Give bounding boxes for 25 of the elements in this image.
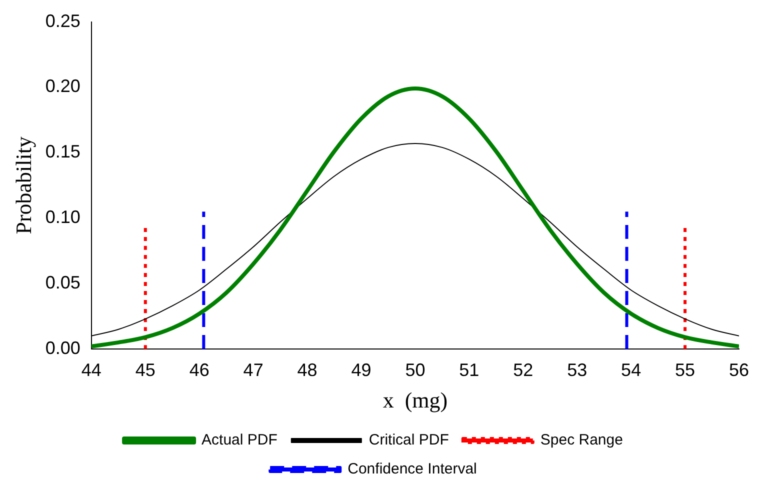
legend-label: Spec Range	[540, 432, 623, 449]
y-tick-label: 0.00	[45, 338, 80, 358]
y-tick-label: 0.15	[45, 142, 80, 162]
x-axis-title: x (mg)	[382, 388, 448, 413]
legend-label: Critical PDF	[368, 432, 449, 449]
x-tick-label: 46	[189, 360, 210, 380]
x-tick-label: 45	[135, 360, 156, 380]
y-tick-label: 0.20	[45, 76, 80, 96]
x-tick-label: 50	[405, 360, 426, 380]
x-tick-label: 48	[297, 360, 318, 380]
x-tick-label: 53	[567, 360, 588, 380]
x-tick-label: 55	[675, 360, 696, 380]
y-axis-title: Probability	[10, 136, 36, 234]
legend-label: Confidence Interval	[348, 460, 477, 478]
legend-label: Actual PDF	[202, 432, 278, 449]
x-tick-label: 49	[351, 360, 372, 380]
x-tick-label: 47	[243, 360, 264, 380]
y-tick-label: 0.05	[45, 272, 80, 293]
y-tick-label: 0.25	[45, 10, 80, 31]
x-tick-label: 56	[728, 360, 750, 380]
y-tick-label: 0.10	[45, 207, 80, 228]
x-tick-label: 54	[621, 360, 642, 380]
x-tick-label: 44	[81, 360, 102, 380]
x-tick-label: 51	[459, 360, 480, 380]
x-tick-label: 52	[513, 360, 534, 380]
